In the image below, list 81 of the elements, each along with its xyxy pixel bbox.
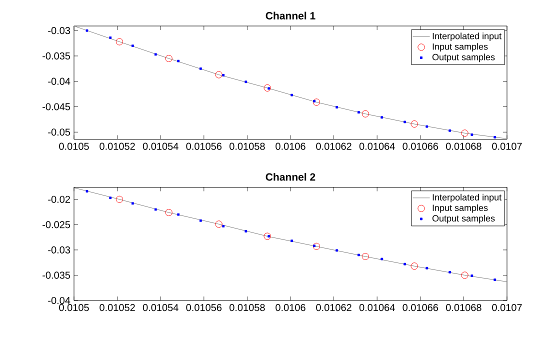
legend-label: Output samples [432,214,495,224]
point [165,54,172,62]
x-tick-label: 0.01054 [142,142,178,150]
point [410,262,418,270]
point [268,87,270,90]
x-tick-label: 0.01066 [402,142,438,150]
point [264,84,271,92]
point [448,270,452,274]
point [165,208,172,216]
x-tick-label: 0.0106 [276,304,306,312]
point [177,213,180,216]
x-tick-label: 0.01064 [359,142,395,150]
x-tick-label: 0.01066 [402,304,438,312]
y-tick-label: -0.02 [48,196,70,203]
y-tick-label: -0.04 [48,78,70,85]
point [336,249,338,252]
point [313,100,316,102]
point [470,133,474,136]
chart-title: Channel 2 [266,173,316,181]
x-tick-label: 0.01052 [100,142,135,150]
point [404,120,406,124]
point [312,242,320,250]
point [357,254,360,256]
x-tick-label: 0.0107 [492,304,522,312]
y-tick-label: -0.03 [48,27,70,34]
point [109,196,112,200]
x-tick-label: 0.01058 [230,142,265,150]
point [154,53,157,56]
point [131,202,134,205]
x-tick-label: 0.01056 [186,142,222,150]
y-tick-label: -0.05 [48,128,70,136]
x-tick-label: 0.01062 [316,304,352,312]
point [461,272,468,279]
point [264,232,271,240]
x-tick-label: 0.01062 [316,142,352,150]
point [426,125,428,128]
y-tick-label: -0.025 [42,221,70,228]
x-tick-label: 0.0105 [59,304,89,312]
chart-title: Channel 1 [266,12,316,20]
point [215,220,222,228]
point [177,60,180,62]
point [215,71,222,78]
point [461,130,468,137]
point [362,252,369,260]
legend-label: Interpolated input [432,194,502,202]
legend-label: Input samples [432,43,488,52]
x-tick-label: 0.0106 [276,142,306,150]
x-tick-label: 0.0107 [492,142,522,150]
y-tick-label: -0.035 [42,272,70,279]
point [116,196,124,203]
point [404,262,406,266]
x-tick-label: 0.01068 [446,304,482,312]
point [116,38,124,46]
legend-label: Output samples [432,54,495,62]
point [199,67,202,70]
point [109,36,112,39]
x-tick-label: 0.0105 [59,142,89,150]
point [312,98,320,106]
point [362,110,369,118]
point [313,244,316,248]
line-series [74,188,507,282]
y-tick-label: -0.03 [48,246,70,254]
x-tick-label: 0.01068 [446,142,482,150]
point [154,208,157,211]
point [222,224,225,228]
y-tick-label: -0.035 [42,52,70,60]
point [357,111,360,114]
line-series [74,26,507,139]
x-tick-label: 0.01056 [186,304,222,312]
point [244,80,248,84]
x-tick-label: 0.01052 [100,304,135,312]
point [410,120,418,128]
legend-label: Interpolated input [432,32,502,42]
point [86,29,88,32]
x-tick-label: 0.01058 [230,304,265,312]
legend-label: Input samples [432,204,488,213]
point [426,266,428,270]
x-tick-label: 0.01064 [359,304,395,312]
x-tick-label: 0.01054 [142,304,178,312]
y-tick-label: -0.045 [42,103,70,110]
y-tick-label: -0.04 [48,296,70,304]
